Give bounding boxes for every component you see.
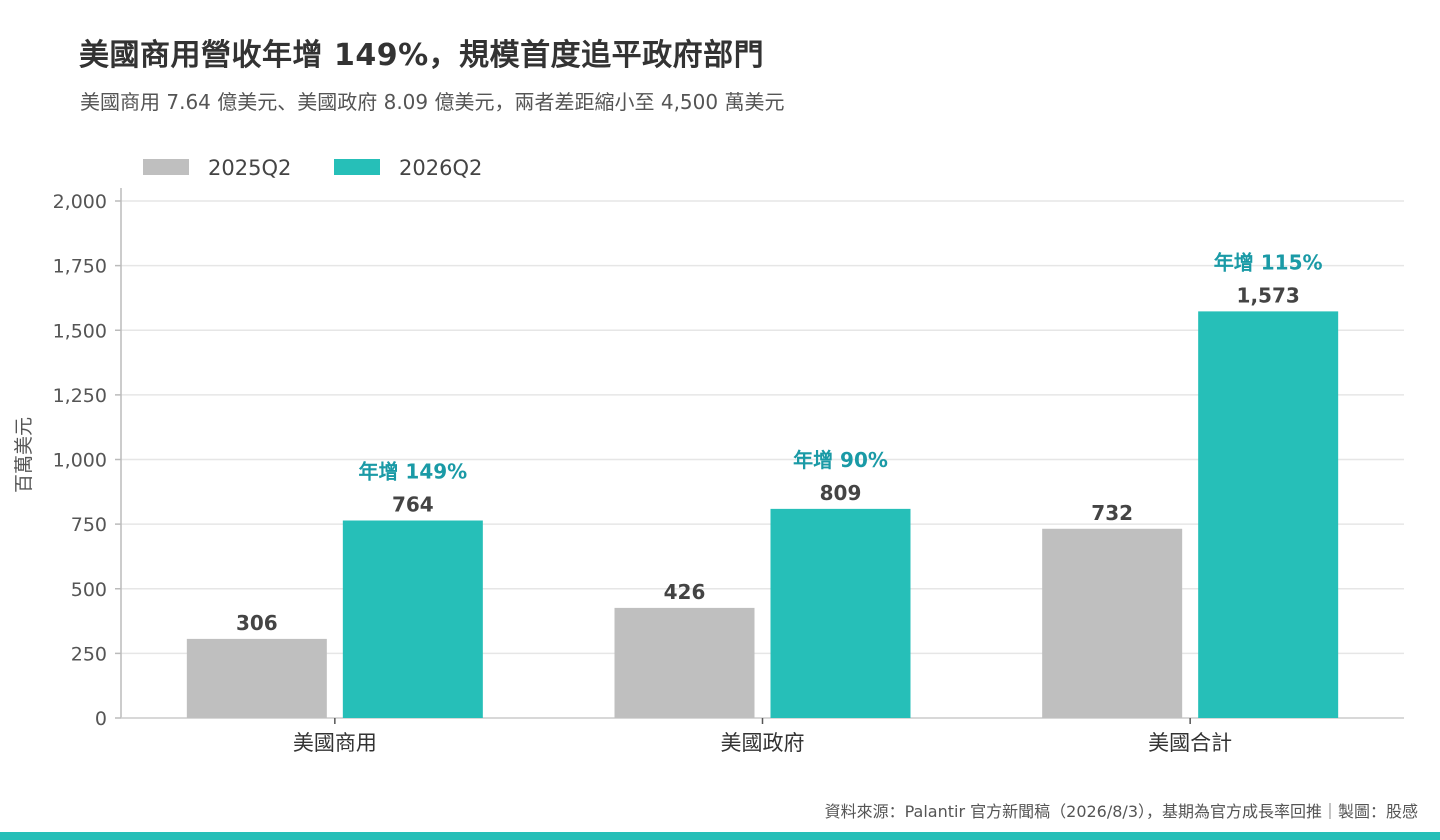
y-tick-label: 1,750: [53, 256, 107, 278]
legend-label: 2026Q2: [399, 156, 482, 180]
growth-annotation: 年增 115%: [1214, 250, 1323, 274]
bottom-accent-bar: [0, 832, 1440, 840]
bar-value-label: 1,573: [1237, 283, 1300, 307]
source-footer: 資料來源：Palantir 官方新聞稿（2026/8/3），基期為官方成長率回推…: [824, 802, 1418, 821]
y-tick-label: 500: [71, 579, 107, 601]
bar-2025q2: [186, 638, 327, 718]
bar-value-label: 764: [392, 493, 434, 517]
y-tick-label: 250: [71, 643, 107, 665]
growth-annotation: 年增 90%: [793, 448, 888, 472]
chart-title: 美國商用營收年增 149%，規模首度追平政府部門: [79, 38, 765, 73]
bar-value-label: 809: [820, 481, 862, 505]
legend-swatch: [334, 159, 380, 175]
bar-value-label: 732: [1091, 501, 1133, 525]
bar-2026q2: [342, 520, 483, 718]
bar-2025q2: [614, 607, 755, 718]
y-tick-label: 1,250: [53, 385, 107, 407]
legend-label: 2025Q2: [208, 156, 291, 180]
y-tick-label: 1,000: [53, 450, 107, 472]
y-tick-label: 1,500: [53, 320, 107, 342]
y-tick-label: 2,000: [53, 191, 107, 213]
bar-value-label: 306: [236, 611, 278, 635]
bar-2025q2: [1042, 528, 1183, 718]
y-axis-label: 百萬美元: [13, 417, 35, 493]
bar-2026q2: [1198, 311, 1339, 718]
x-tick-label: 美國商用: [293, 731, 377, 755]
bar-value-label: 426: [664, 580, 706, 604]
legend-swatch: [143, 159, 189, 175]
x-tick-label: 美國政府: [721, 731, 805, 755]
bar-2026q2: [770, 508, 911, 718]
growth-annotation: 年增 149%: [358, 460, 467, 484]
y-tick-label: 750: [71, 514, 107, 536]
x-tick-label: 美國合計: [1148, 731, 1232, 755]
y-tick-label: 0: [95, 708, 107, 730]
chart-subtitle: 美國商用 7.64 億美元、美國政府 8.09 億美元，兩者差距縮小至 4,50…: [80, 90, 785, 114]
